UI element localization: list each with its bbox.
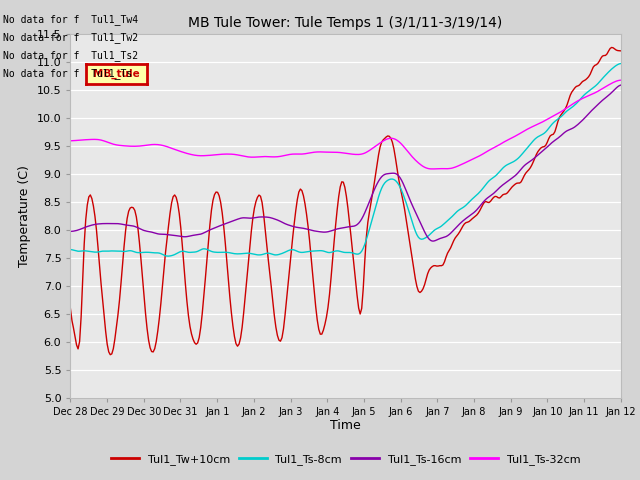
Tul1_Ts-16cm: [258, 214, 266, 220]
Text: No data for f  Tul1_Ts: No data for f Tul1_Ts: [3, 68, 132, 79]
Tul1_Tw+10cm: [588, 68, 595, 73]
Tul1_Ts-32cm: [67, 138, 74, 144]
Tul1_Ts-16cm: [230, 217, 238, 223]
Legend: Tul1_Tw+10cm, Tul1_Ts-8cm, Tul1_Ts-16cm, Tul1_Ts-32cm: Tul1_Tw+10cm, Tul1_Ts-8cm, Tul1_Ts-16cm,…: [106, 450, 585, 469]
Tul1_Ts-8cm: [232, 251, 240, 257]
Line: Tul1_Ts-16cm: Tul1_Ts-16cm: [70, 85, 621, 241]
Y-axis label: Temperature (C): Temperature (C): [18, 165, 31, 267]
Text: No data for f  Tul1_Tw4: No data for f Tul1_Tw4: [3, 13, 138, 24]
Tul1_Ts-16cm: [428, 238, 436, 244]
Tul1_Ts-16cm: [617, 82, 625, 88]
Line: Tul1_Tw+10cm: Tul1_Tw+10cm: [70, 48, 621, 355]
Text: MB_tule: MB_tule: [93, 69, 140, 79]
Tul1_Ts-8cm: [260, 251, 268, 257]
Text: No data for f  Tul1_Ts2: No data for f Tul1_Ts2: [3, 50, 138, 61]
Tul1_Ts-32cm: [134, 143, 141, 149]
Tul1_Ts-8cm: [588, 86, 595, 92]
Tul1_Ts-32cm: [588, 92, 595, 97]
Tul1_Tw+10cm: [260, 211, 268, 216]
Tul1_Ts-32cm: [428, 166, 436, 172]
Tul1_Ts-32cm: [617, 77, 625, 83]
Tul1_Ts-32cm: [249, 154, 257, 160]
Tul1_Ts-16cm: [249, 215, 257, 221]
Title: MB Tule Tower: Tule Temps 1 (3/1/11-3/19/14): MB Tule Tower: Tule Temps 1 (3/1/11-3/19…: [188, 16, 503, 30]
Tul1_Ts-32cm: [258, 154, 266, 159]
Tul1_Tw+10cm: [308, 271, 316, 277]
Tul1_Tw+10cm: [106, 352, 114, 358]
Tul1_Ts-8cm: [617, 60, 625, 66]
Tul1_Ts-8cm: [134, 250, 141, 255]
Tul1_Ts-32cm: [307, 150, 315, 156]
Tul1_Tw+10cm: [250, 205, 258, 211]
Tul1_Ts-8cm: [164, 253, 172, 259]
Tul1_Tw+10cm: [136, 239, 143, 245]
Tul1_Ts-32cm: [230, 152, 238, 157]
Tul1_Tw+10cm: [67, 306, 74, 312]
Line: Tul1_Ts-32cm: Tul1_Ts-32cm: [70, 80, 621, 169]
Tul1_Ts-8cm: [250, 252, 258, 257]
Tul1_Ts-16cm: [588, 108, 595, 113]
Tul1_Tw+10cm: [232, 341, 240, 347]
Tul1_Ts-16cm: [67, 228, 74, 234]
Tul1_Ts-16cm: [307, 228, 315, 233]
Text: No data for f  Tul1_Tw2: No data for f Tul1_Tw2: [3, 32, 138, 43]
Tul1_Ts-8cm: [67, 247, 74, 252]
Tul1_Tw+10cm: [617, 48, 625, 54]
Tul1_Ts-16cm: [134, 225, 141, 230]
Tul1_Ts-8cm: [308, 248, 316, 254]
Tul1_Tw+10cm: [608, 45, 616, 50]
X-axis label: Time: Time: [330, 419, 361, 432]
Line: Tul1_Ts-8cm: Tul1_Ts-8cm: [70, 63, 621, 256]
